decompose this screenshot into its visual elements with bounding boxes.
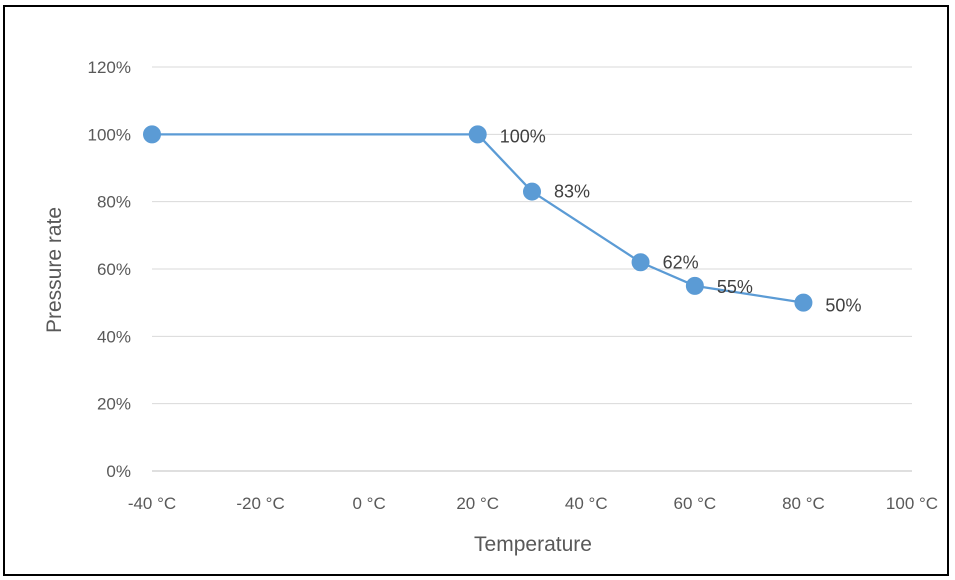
x-tick-label: -20 °C bbox=[236, 494, 284, 513]
y-axis-title: Pressure rate bbox=[43, 207, 66, 333]
data-label: 50% bbox=[825, 296, 861, 316]
data-point bbox=[468, 125, 487, 144]
y-tick-label: 120% bbox=[88, 58, 131, 77]
x-tick-labels: -40 °C -20 °C 0 °C 20 °C 40 °C 60 °C 80 °C 100 … bbox=[128, 494, 938, 513]
x-tick-label: -40 °C bbox=[128, 494, 176, 513]
x-tick-label: 100 °C bbox=[886, 494, 938, 513]
series-line bbox=[143, 125, 813, 312]
data-point bbox=[143, 125, 161, 144]
data-labels: 100% 83% 62% 55% 50% bbox=[500, 126, 862, 315]
y-tick-label: 60% bbox=[97, 260, 131, 279]
data-label: 62% bbox=[663, 252, 699, 272]
data-label: 55% bbox=[717, 277, 753, 297]
x-tick-label: 20 °C bbox=[456, 494, 499, 513]
y-tick-label: 100% bbox=[88, 125, 131, 144]
data-point bbox=[685, 276, 704, 295]
x-tick-label: 60 °C bbox=[673, 494, 716, 513]
gridlines bbox=[152, 66, 912, 472]
chart-frame bbox=[3, 5, 949, 576]
series-polyline bbox=[152, 133, 804, 304]
y-tick-label: 0% bbox=[106, 462, 131, 481]
data-point bbox=[631, 253, 650, 272]
y-tick-label: 20% bbox=[97, 395, 131, 414]
x-axis-title: Temperature bbox=[474, 533, 592, 556]
x-tick-label: 40 °C bbox=[565, 494, 608, 513]
y-tick-labels: 0% 20% 40% 60% 80% 100% 120% bbox=[88, 58, 131, 481]
x-tick-label: 80 °C bbox=[782, 494, 825, 513]
data-label: 83% bbox=[554, 182, 590, 202]
data-point bbox=[794, 293, 813, 312]
y-tick-label: 40% bbox=[97, 327, 131, 346]
data-label: 100% bbox=[500, 126, 546, 146]
y-tick-label: 80% bbox=[97, 193, 131, 212]
x-tick-label: 0 °C bbox=[353, 494, 386, 513]
data-point bbox=[523, 182, 541, 201]
